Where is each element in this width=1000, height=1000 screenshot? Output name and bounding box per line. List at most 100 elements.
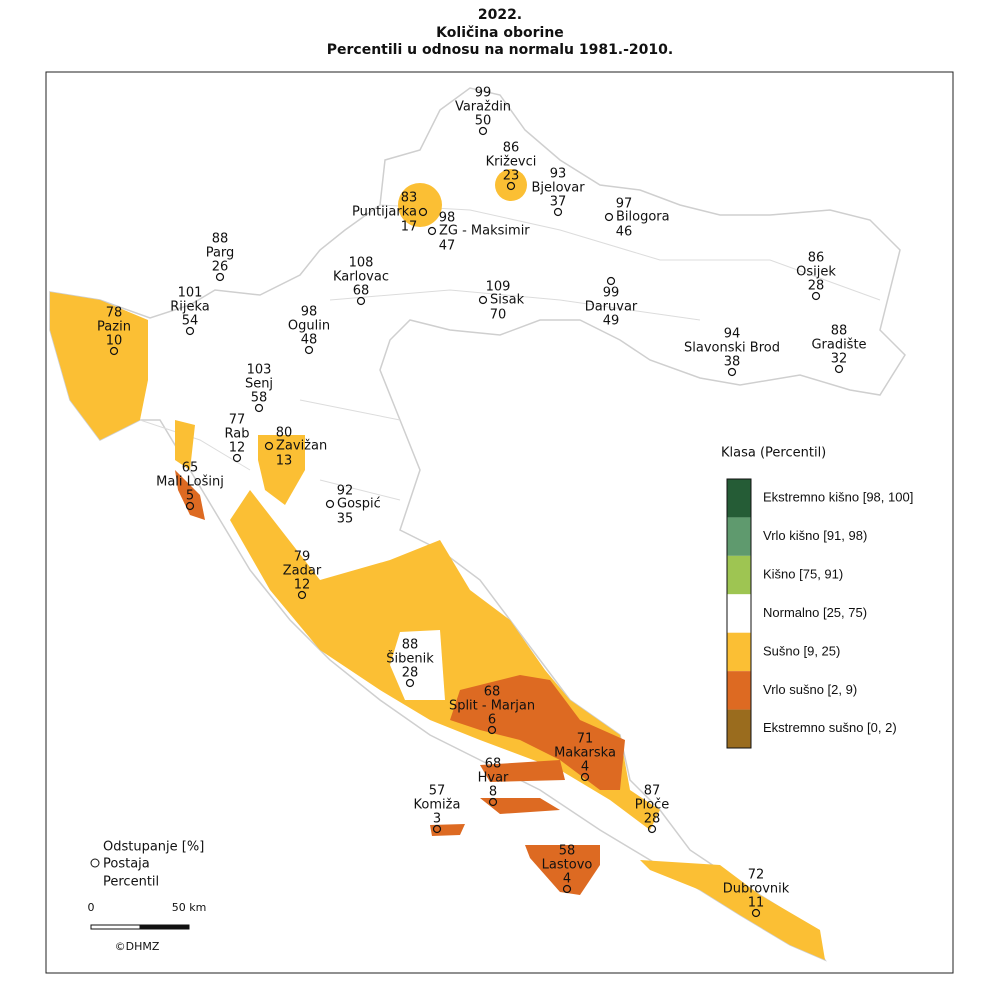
station-marker xyxy=(506,181,516,191)
scale-bar xyxy=(139,924,190,930)
station-marker xyxy=(647,824,657,834)
station-percentile: 47 xyxy=(439,239,456,254)
station-deviation: 97 xyxy=(616,197,633,212)
title-line: Percentili u odnosu na normalu 1981.-201… xyxy=(327,42,673,58)
credit: ©DHMZ xyxy=(115,940,160,953)
county-border xyxy=(139,204,881,651)
station-percentile: 6 xyxy=(488,713,496,728)
station-marker xyxy=(254,403,264,413)
very-dry-area xyxy=(525,845,600,895)
legend-swatch xyxy=(727,671,751,710)
station-marker xyxy=(580,772,590,782)
station-deviation: 86 xyxy=(808,251,825,266)
station-name: Križevci xyxy=(486,155,537,170)
station-marker xyxy=(432,824,442,834)
legend-swatch xyxy=(727,632,751,672)
station-name: Ogulin xyxy=(288,319,330,334)
station-name: Dubrovnik xyxy=(723,882,790,897)
legend-swatch xyxy=(727,517,751,556)
very-dry-area xyxy=(450,675,625,790)
station-percentile: 49 xyxy=(603,314,620,329)
station-deviation: 101 xyxy=(178,286,203,301)
station-name: Zadar xyxy=(283,564,322,579)
station-percentile: 35 xyxy=(337,512,354,527)
station-deviation: 68 xyxy=(485,757,502,772)
station-name: Bilogora xyxy=(616,210,670,225)
station-percentile: 37 xyxy=(550,195,567,210)
legend-label: Vrlo sušno [2, 9) xyxy=(763,682,857,697)
station-marker xyxy=(834,364,844,374)
scale-bar xyxy=(90,924,141,930)
station-marker xyxy=(405,678,415,688)
station-deviation: 86 xyxy=(503,141,520,156)
very-dry-area xyxy=(480,798,560,814)
station-name: Ploče xyxy=(635,798,670,813)
scale-start: 0 xyxy=(88,901,95,914)
station-name: Zavižan xyxy=(276,439,327,454)
station-percentile: 26 xyxy=(212,260,229,275)
very-dry-area xyxy=(175,470,205,520)
station-percentile: 12 xyxy=(294,578,311,593)
station-deviation: 98 xyxy=(439,211,456,226)
station-percentile: 4 xyxy=(563,872,571,887)
station-deviation: 98 xyxy=(301,305,318,320)
station-marker xyxy=(606,276,616,286)
station-marker xyxy=(297,590,307,600)
station-name: Bjelovar xyxy=(531,181,585,196)
station-percentile: 5 xyxy=(186,489,194,504)
station-deviation: 88 xyxy=(831,324,848,339)
station-name: Makarska xyxy=(554,746,616,761)
station-percentile: 8 xyxy=(489,785,497,800)
station-percentile: 3 xyxy=(433,812,441,827)
station-name: Šibenik xyxy=(386,651,434,667)
station-marker xyxy=(604,212,614,222)
very-dry-area xyxy=(480,760,565,782)
station-name: Daruvar xyxy=(585,300,638,315)
station-deviation: 92 xyxy=(337,484,354,499)
dry-area xyxy=(640,860,825,960)
station-deviation: 83 xyxy=(401,191,418,206)
station-percentile: 70 xyxy=(490,308,507,323)
station-deviation: 65 xyxy=(182,461,199,476)
key-marker xyxy=(90,858,100,868)
station-deviation: 88 xyxy=(402,638,419,653)
station-deviation: 94 xyxy=(724,327,741,342)
station-percentile: 50 xyxy=(475,114,492,129)
station-deviation: 57 xyxy=(429,784,446,799)
station-percentile: 54 xyxy=(182,314,199,329)
station-marker xyxy=(553,207,563,217)
station-percentile: 46 xyxy=(616,225,633,240)
station-name: Pazin xyxy=(97,320,131,335)
station-deviation: 108 xyxy=(349,256,374,271)
station-name: ZG - Maksimir xyxy=(439,224,530,239)
key-percentile: Percentil xyxy=(103,875,159,890)
station-percentile: 28 xyxy=(644,812,661,827)
station-deviation: 87 xyxy=(644,784,661,799)
station-name: Lastovo xyxy=(542,858,593,873)
station-deviation: 71 xyxy=(577,732,594,747)
country-outline xyxy=(49,87,906,962)
dry-area xyxy=(398,183,442,227)
station-percentile: 13 xyxy=(276,454,293,469)
station-percentile: 32 xyxy=(831,352,848,367)
dry-area xyxy=(175,420,195,470)
scale-end: 50 km xyxy=(172,901,207,914)
station-name: Rijeka xyxy=(170,300,210,315)
land xyxy=(49,87,906,962)
station-deviation: 80 xyxy=(276,426,293,441)
station-marker xyxy=(751,908,761,918)
station-marker xyxy=(264,441,274,451)
legend-swatch xyxy=(727,479,751,518)
dry-area xyxy=(258,435,305,505)
key-station: Postaja xyxy=(103,857,150,872)
station-name: Gospić xyxy=(337,497,381,512)
station-marker xyxy=(185,501,195,511)
station-percentile: 23 xyxy=(503,169,520,184)
station-deviation: 77 xyxy=(229,413,246,428)
station-percentile: 38 xyxy=(724,355,741,370)
station-deviation: 99 xyxy=(603,286,620,301)
station-deviation: 79 xyxy=(294,550,311,565)
